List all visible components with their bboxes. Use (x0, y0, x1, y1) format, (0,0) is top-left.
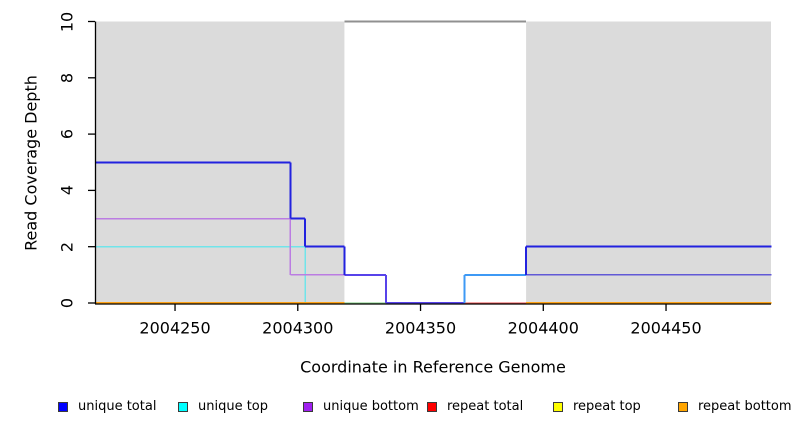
legend-swatch-icon (553, 402, 563, 412)
legend-swatch-icon (178, 402, 188, 412)
x-tick-label: 2004300 (262, 318, 334, 338)
x-tick-label: 2004450 (630, 318, 702, 338)
x-axis-title: Coordinate in Reference Genome (300, 357, 566, 377)
x-tick-label: 2004400 (507, 318, 579, 338)
legend-label: unique total (78, 399, 157, 414)
repeat-region-band (526, 21, 771, 304)
legend-label: unique bottom (323, 399, 419, 414)
legend-label: unique top (198, 399, 269, 414)
legend-swatch-icon (58, 402, 68, 412)
y-tick-label: 0 (57, 297, 77, 309)
legend-swatch-icon (678, 402, 688, 412)
x-tick-label: 2004250 (139, 318, 211, 338)
legend-label: repeat bottom (698, 399, 792, 414)
y-tick-label: 6 (57, 129, 77, 140)
y-tick-label: 10 (57, 11, 77, 32)
legend-swatch-icon (427, 402, 437, 412)
legend-swatch-icon (303, 402, 313, 412)
legend-label: repeat top (573, 399, 641, 414)
legend-label: repeat total (447, 399, 524, 414)
y-tick-label: 4 (57, 185, 77, 196)
y-tick-label: 2 (57, 241, 77, 252)
y-tick-label: 8 (57, 72, 77, 83)
y-axis-title: Read Coverage Depth (21, 75, 41, 251)
x-tick-label: 2004350 (384, 318, 457, 338)
